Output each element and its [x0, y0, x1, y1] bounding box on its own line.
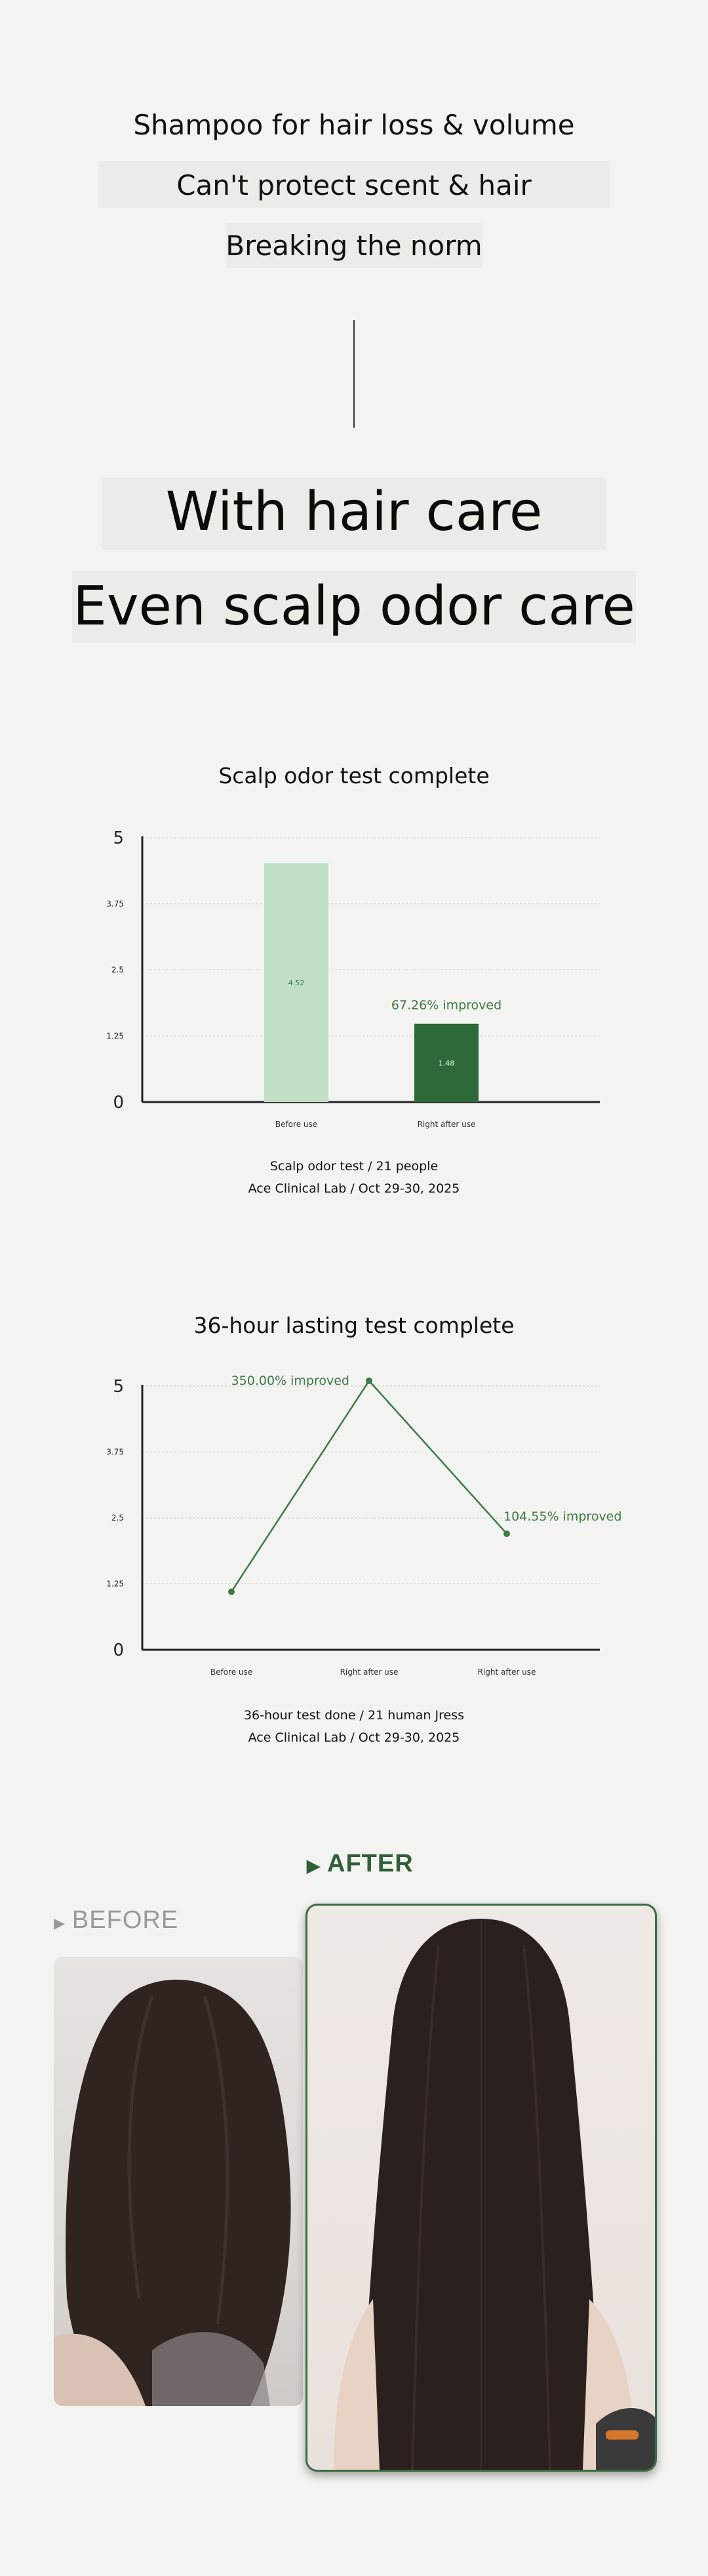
triangle-right-icon: ▶ — [307, 1856, 321, 1875]
improvement-annotation: 67.26% improved — [391, 998, 502, 1013]
before-photo — [54, 1957, 303, 2406]
bar — [264, 863, 328, 1102]
data-point — [366, 1377, 372, 1384]
after-photo — [305, 1904, 657, 2472]
after-label: ▶ AFTER — [307, 1850, 414, 1877]
x-tick-label: Right after use — [340, 1667, 399, 1677]
before-hair-illustration — [54, 1979, 291, 2406]
y-tick-label: 3.75 — [106, 899, 124, 909]
data-point — [503, 1530, 510, 1538]
y-tick-label: 2.5 — [111, 1513, 124, 1523]
x-tick-label: Right after use — [418, 1120, 476, 1129]
y-tick-label: 3.75 — [106, 1448, 124, 1457]
line-chart-title: 36-hour lasting test complete — [193, 1313, 515, 1338]
improvement-annotation: 350.00% improved — [231, 1374, 349, 1388]
x-tick-label: Before use — [210, 1667, 252, 1677]
bar — [414, 1023, 479, 1102]
data-point — [228, 1588, 235, 1595]
bar-value-label: 1.48 — [439, 1059, 455, 1067]
y-tick-label: 0 — [113, 1641, 124, 1660]
line-chart: 0 1.25 2.5 3.75 5 Before use Right after use Ri… — [106, 1374, 621, 1677]
before-label: ▶ BEFORE — [54, 1906, 179, 1934]
improvement-annotation: 104.55% improved — [503, 1509, 621, 1524]
bar-chart-caption-2: Ace Clinical Lab / Oct 29-30, 2025 — [248, 1181, 460, 1196]
bar-value-label: 4.52 — [288, 979, 305, 987]
bar-chart: 0 1.25 2.5 3.75 5 4.52 Before use 1.48 Right aft… — [106, 828, 600, 1129]
y-tick-label: 5 — [113, 1377, 124, 1397]
after-hair-illustration — [334, 1919, 655, 2470]
intro-line-3: Breaking the norm — [226, 230, 482, 262]
vertical-divider — [353, 320, 355, 428]
y-tick-label: 1.25 — [106, 1031, 124, 1040]
line-chart-caption-1: 36-hour test done / 21 human Jress — [243, 1708, 465, 1723]
y-tick-label: 5 — [113, 828, 124, 848]
bar-chart-caption-1: Scalp odor test / 21 people — [269, 1159, 439, 1174]
series-line — [230, 1379, 507, 1593]
y-tick-label: 1.25 — [106, 1580, 124, 1589]
headline-line-2: Even scalp odor care — [73, 575, 635, 638]
x-tick-label: Before use — [275, 1120, 317, 1129]
intro-line-2: Can't protect scent & hair — [176, 169, 532, 201]
headline-line-1: With hair care — [165, 481, 543, 543]
line-chart-caption-2: Ace Clinical Lab / Oct 29-30, 2025 — [248, 1730, 460, 1745]
y-tick-label: 0 — [113, 1093, 124, 1113]
x-tick-label: Right after use — [478, 1667, 536, 1677]
y-tick-label: 2.5 — [111, 966, 124, 975]
intro-line-1: Shampoo for hair loss & volume — [133, 109, 575, 141]
bar-chart-title: Scalp odor test complete — [218, 763, 490, 788]
triangle-right-icon: ▶ — [54, 1915, 66, 1931]
